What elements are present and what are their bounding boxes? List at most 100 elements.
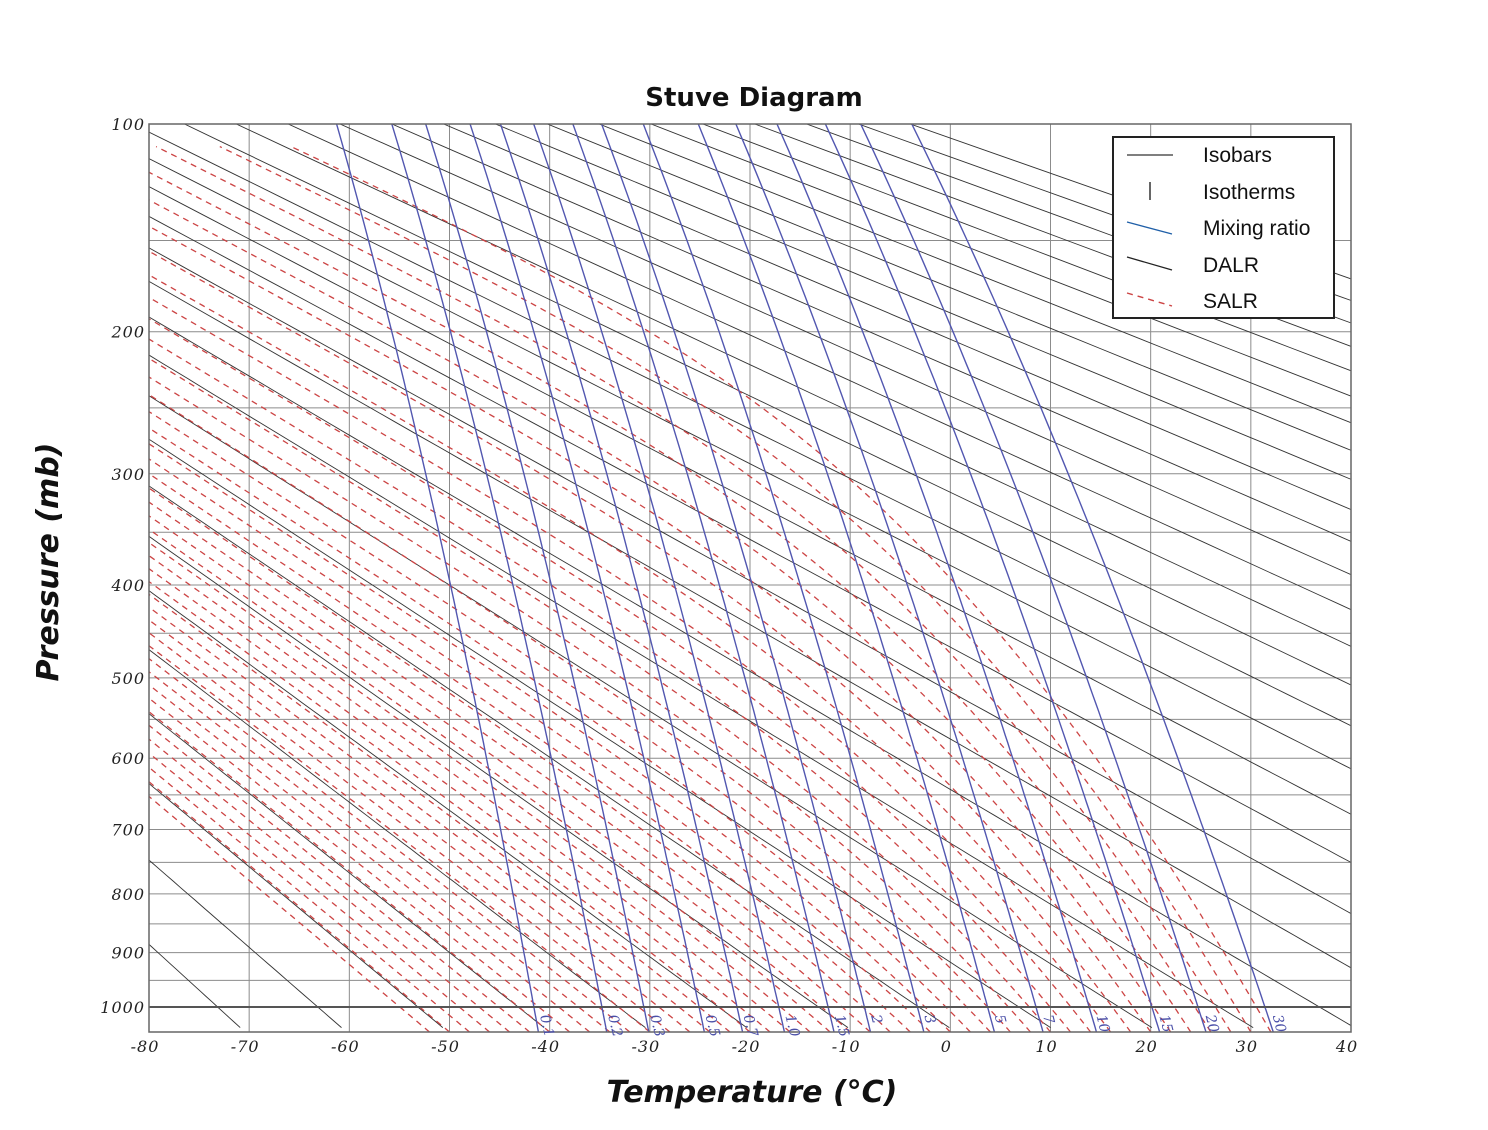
chart-title: Stuve Diagram <box>645 83 862 113</box>
salr-t0--26 <box>149 619 691 1032</box>
x-tick-label: -80 <box>131 1037 160 1056</box>
salr-t0-28 <box>155 146 1232 1032</box>
salr-t0--24 <box>149 606 711 1032</box>
legend-mixing-ratio-label: Mixing ratio <box>1203 217 1310 240</box>
salr-t0-10 <box>149 357 1051 1032</box>
x-tick-label: -30 <box>631 1037 660 1056</box>
salr-t0--48 <box>149 766 470 1032</box>
salr-t0--14 <box>149 541 811 1032</box>
x-tick-label: 30 <box>1236 1037 1258 1056</box>
mixing-ratio-label: 3 <box>920 1013 938 1026</box>
dalr-theta-210 <box>149 859 342 1028</box>
dalr-theta-400 <box>288 124 1351 611</box>
salr-t0--2 <box>149 458 931 1032</box>
dalr-theta-450 <box>547 124 1351 451</box>
salr-t0--10 <box>149 515 851 1032</box>
dalr-theta-260 <box>149 535 849 1028</box>
y-tick-label: 100 <box>111 115 145 134</box>
mixing-ratio-line-20 <box>860 124 1207 1032</box>
dalr-theta-430 <box>443 124 1351 511</box>
dalr-theta-420 <box>391 124 1351 542</box>
y-tick-label: 400 <box>110 576 145 595</box>
mixing-ratio-line-10 <box>776 124 1098 1032</box>
salr-t0--52 <box>149 795 430 1032</box>
salr-t0-24 <box>149 199 1192 1032</box>
x-tick-label: -70 <box>231 1037 260 1056</box>
y-tick-label: 200 <box>110 323 145 342</box>
y-tick-label: 300 <box>111 465 145 484</box>
dalr-theta-340 <box>149 215 1351 863</box>
salr-lines <box>149 146 1272 1032</box>
mixing-ratio-line-0.3 <box>425 124 650 1032</box>
dalr-theta-370 <box>149 131 1351 727</box>
mixing-ratio-line-1.5 <box>572 124 835 1032</box>
salr-t0-26 <box>149 171 1212 1032</box>
salr-t0-6 <box>149 393 1011 1032</box>
y-tick-label: 1000 <box>100 998 145 1017</box>
x-tick-label: 0 <box>941 1037 952 1056</box>
legend-mixing-ratio-swatch <box>1126 221 1173 235</box>
mixing-ratio-line-30 <box>911 124 1275 1032</box>
mixing-ratio-line-0.2 <box>391 124 608 1032</box>
mixing-ratio-label: 0.7 <box>740 1013 761 1039</box>
mixing-ratio-label: 0.3 <box>646 1013 667 1039</box>
salr-t0--4 <box>149 472 911 1032</box>
salr-t0--46 <box>149 752 491 1032</box>
mixing-ratio-line-2 <box>600 124 872 1032</box>
salr-t0-32 <box>290 146 1272 1032</box>
mixing-ratio-line-7 <box>735 124 1044 1032</box>
salr-t0--34 <box>149 670 611 1032</box>
dalr-theta-360 <box>149 158 1351 770</box>
dalr-theta-230 <box>149 713 545 1028</box>
x-tick-label: -20 <box>732 1037 761 1056</box>
salr-t0--42 <box>149 724 531 1032</box>
dalr-theta-330 <box>149 247 1351 915</box>
dalr-theta-470 <box>650 124 1351 397</box>
salr-t0--28 <box>149 631 671 1032</box>
mixing-ratio-line-5 <box>697 124 996 1032</box>
mixing-ratio-label: 0.2 <box>604 1013 625 1039</box>
dalr-lines <box>149 124 1351 1028</box>
x-tick-label: 20 <box>1134 1037 1157 1056</box>
salr-t0-8 <box>149 376 1031 1032</box>
dalr-theta-460 <box>599 124 1351 424</box>
plot-frame <box>148 123 1352 1033</box>
mixing-ratio-label: 30 <box>1269 1013 1289 1034</box>
dalr-theta-410 <box>339 124 1351 576</box>
mixing-ratio-label: 0.1 <box>536 1013 557 1038</box>
salr-t0--40 <box>149 710 551 1032</box>
mixing-ratio-label: 5 <box>991 1013 1009 1026</box>
salr-t0-20 <box>149 250 1152 1032</box>
mixing-ratio-line-0.7 <box>499 124 744 1032</box>
dalr-theta-280 <box>149 438 1051 1028</box>
y-tick-labels: 100 200 300 400 500 600 700 800 900 1000 <box>100 115 145 1017</box>
x-tick-label: -40 <box>531 1037 560 1056</box>
salr-t0-0 <box>149 443 951 1032</box>
salr-t0--16 <box>149 554 791 1032</box>
y-tick-label: 900 <box>111 944 145 963</box>
legend-salr-swatch <box>1126 292 1173 307</box>
y-tick-label: 700 <box>111 820 145 839</box>
y-axis-title: Pressure (mb) <box>31 442 66 681</box>
y-tick-label: 800 <box>111 885 145 904</box>
x-axis-title: Temperature (°C) <box>607 1075 898 1110</box>
dalr-theta-240 <box>149 649 646 1028</box>
salr-t0--36 <box>149 684 591 1032</box>
salr-t0--38 <box>149 697 571 1032</box>
mixing-ratio-label: 15 <box>1156 1013 1176 1034</box>
y-tick-label: 500 <box>111 669 145 688</box>
mixing-ratio-line-15 <box>824 124 1161 1032</box>
salr-t0--18 <box>149 567 771 1032</box>
salr-t0-2 <box>149 427 971 1032</box>
salr-t0-12 <box>149 338 1072 1032</box>
mixing-ratio-line-0.5 <box>469 124 706 1032</box>
salr-t0--50 <box>149 780 450 1032</box>
mixing-ratio-lines <box>335 124 1275 1032</box>
mixing-ratio-label: 2 <box>867 1012 885 1026</box>
mixing-ratio-label: 20 <box>1201 1012 1221 1034</box>
x-tick-label: -60 <box>331 1037 360 1056</box>
dalr-theta-480 <box>702 124 1351 372</box>
salr-t0-18 <box>149 274 1132 1032</box>
mixing-ratio-label: 10 <box>1093 1013 1113 1034</box>
